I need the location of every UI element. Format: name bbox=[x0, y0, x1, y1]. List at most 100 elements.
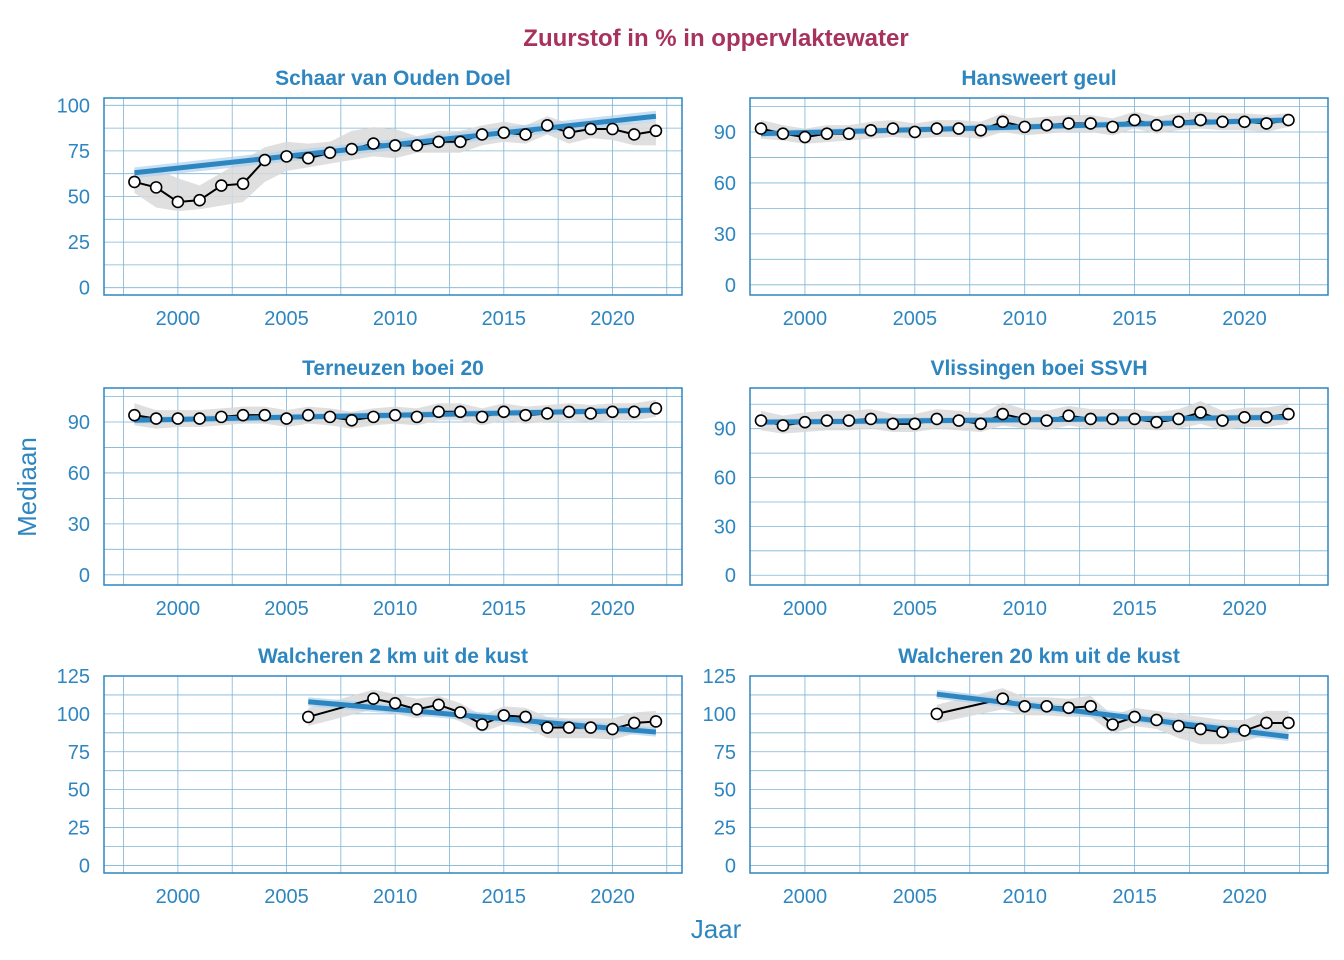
y-tick-label: 50 bbox=[68, 187, 90, 209]
x-tick-label: 2000 bbox=[783, 598, 828, 620]
data-point bbox=[497, 405, 511, 419]
data-point bbox=[475, 718, 489, 731]
data-point bbox=[193, 412, 206, 425]
data-point bbox=[1282, 407, 1295, 421]
data-point bbox=[627, 405, 641, 419]
data-point bbox=[388, 139, 402, 152]
data-point bbox=[1018, 412, 1032, 426]
data-point bbox=[930, 122, 944, 135]
data-point bbox=[193, 193, 206, 207]
y-tick-label: 0 bbox=[79, 565, 90, 587]
data-point bbox=[1194, 722, 1207, 736]
data-point bbox=[820, 127, 834, 140]
x-tick-label: 2005 bbox=[893, 598, 938, 620]
data-point bbox=[128, 408, 141, 422]
data-point bbox=[171, 412, 185, 425]
data-point bbox=[497, 709, 511, 722]
data-point bbox=[974, 417, 988, 431]
y-tick-label: 30 bbox=[68, 514, 90, 536]
x-tick-label: 2015 bbox=[1112, 598, 1157, 620]
data-point bbox=[996, 115, 1010, 129]
y-tick-label: 100 bbox=[57, 95, 90, 117]
y-tick-label: 75 bbox=[68, 141, 90, 163]
data-point bbox=[345, 413, 359, 427]
x-tick-label: 2010 bbox=[373, 886, 418, 908]
data-point bbox=[627, 716, 641, 730]
data-point bbox=[388, 408, 402, 422]
data-point bbox=[475, 410, 489, 424]
y-axis-label: Mediaan bbox=[12, 437, 42, 537]
data-point bbox=[258, 153, 272, 167]
y-tick-label: 90 bbox=[714, 419, 736, 441]
panel-frame bbox=[103, 387, 683, 586]
data-point bbox=[1062, 701, 1075, 715]
data-point bbox=[1040, 118, 1053, 132]
x-tick-label: 2020 bbox=[1222, 886, 1267, 908]
x-tick-label: 2000 bbox=[156, 886, 201, 908]
x-tick-label: 2000 bbox=[156, 308, 201, 330]
data-point bbox=[842, 127, 856, 140]
data-point bbox=[606, 722, 619, 736]
data-point bbox=[475, 128, 489, 141]
data-point bbox=[540, 721, 554, 734]
x-tick-label: 2020 bbox=[590, 598, 635, 620]
data-point bbox=[649, 402, 663, 415]
data-point bbox=[996, 692, 1010, 706]
data-point bbox=[864, 123, 878, 137]
data-point bbox=[930, 707, 944, 721]
data-point bbox=[562, 405, 576, 419]
x-tick-label: 2015 bbox=[482, 598, 527, 620]
x-tick-label: 2005 bbox=[893, 308, 938, 330]
data-point bbox=[1172, 719, 1185, 733]
panel-frame bbox=[749, 97, 1329, 296]
data-point bbox=[128, 175, 141, 189]
data-point bbox=[1062, 409, 1075, 422]
data-point bbox=[258, 408, 272, 422]
data-point bbox=[1216, 725, 1229, 739]
data-point bbox=[367, 692, 380, 706]
data-point bbox=[345, 142, 359, 156]
data-point bbox=[519, 408, 532, 422]
data-point bbox=[1260, 411, 1273, 424]
x-tick-label: 2010 bbox=[373, 308, 418, 330]
y-tick-label: 0 bbox=[725, 565, 736, 587]
x-tick-label: 2020 bbox=[1222, 308, 1267, 330]
trend-line bbox=[308, 699, 657, 735]
data-point bbox=[930, 412, 944, 426]
data-point bbox=[584, 407, 598, 420]
data-point bbox=[562, 721, 576, 734]
x-tick-label: 2005 bbox=[264, 598, 309, 620]
data-point bbox=[1282, 716, 1295, 730]
panel-frame bbox=[103, 675, 683, 874]
y-tick-label: 30 bbox=[714, 224, 736, 246]
x-tick-label: 2000 bbox=[783, 886, 828, 908]
x-tick-label: 2015 bbox=[1112, 886, 1157, 908]
panel-title: Terneuzen boei 20 bbox=[302, 357, 484, 380]
x-tick-label: 2010 bbox=[1002, 886, 1047, 908]
x-tick-label: 2010 bbox=[1002, 598, 1047, 620]
x-axis-label: Jaar bbox=[691, 914, 742, 944]
data-point bbox=[649, 124, 663, 138]
x-tick-label: 2005 bbox=[264, 886, 309, 908]
data-point bbox=[908, 125, 922, 139]
panel-3: 2000 2005 2010 2015 2020 0 30 60 90 Terneuzen boe… bbox=[68, 357, 683, 620]
y-tick-label: 25 bbox=[68, 818, 90, 840]
data-point bbox=[432, 698, 445, 712]
trend-line bbox=[936, 691, 1289, 740]
data-point bbox=[886, 122, 900, 135]
data-point bbox=[1018, 120, 1032, 134]
data-point bbox=[1150, 415, 1163, 429]
chart-title: Zuurstof in % in oppervlaktewater bbox=[523, 25, 908, 52]
data-point bbox=[454, 706, 467, 719]
x-tick-label: 2015 bbox=[482, 308, 527, 330]
data-point bbox=[908, 417, 922, 431]
data-point bbox=[798, 130, 812, 144]
data-point bbox=[1128, 710, 1141, 724]
data-point bbox=[952, 122, 966, 135]
panel-1: 2000 2005 2010 2015 2020 0 25 50 75 100 Schaar van… bbox=[57, 67, 683, 330]
data-point bbox=[1216, 414, 1229, 427]
data-point bbox=[606, 122, 619, 136]
data-point bbox=[432, 135, 445, 149]
data-point bbox=[149, 181, 163, 194]
data-point bbox=[1172, 115, 1185, 129]
